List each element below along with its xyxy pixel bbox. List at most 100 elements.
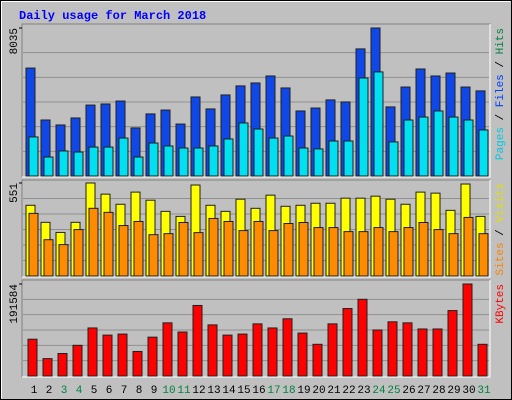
bar — [28, 136, 39, 177]
bar — [88, 146, 99, 177]
legend: Pages / Files / Hits — [495, 28, 507, 160]
bar — [118, 225, 129, 277]
bar — [58, 150, 69, 177]
bar — [342, 308, 353, 377]
x-tick-label: 22 — [342, 385, 355, 397]
bar — [267, 327, 278, 377]
bar — [133, 156, 144, 177]
x-tick-label: 21 — [327, 385, 341, 397]
bar — [313, 148, 324, 177]
bar — [463, 216, 474, 277]
x-tick-label: 19 — [297, 385, 310, 397]
bar — [223, 138, 234, 177]
bar — [327, 323, 338, 377]
x-tick-label: 31 — [477, 385, 491, 397]
x-tick-label: 17 — [267, 385, 280, 397]
bar — [343, 140, 354, 177]
bar — [73, 151, 84, 177]
x-tick-label: 28 — [432, 385, 445, 397]
bar — [222, 334, 233, 377]
x-tick-label: 12 — [192, 385, 205, 397]
bar — [223, 220, 234, 277]
bar — [313, 227, 324, 277]
x-tick-label: 3 — [61, 385, 68, 397]
bar — [117, 333, 128, 377]
x-tick-label: 13 — [207, 385, 220, 397]
bar — [448, 233, 459, 277]
bar — [433, 110, 444, 177]
bar — [87, 327, 98, 377]
x-tick-label: 8 — [136, 385, 143, 397]
bar — [103, 211, 114, 277]
legend-entry: KBytes — [495, 284, 507, 324]
bar — [328, 227, 339, 277]
bar — [103, 146, 114, 177]
bar — [132, 350, 143, 377]
bar — [148, 142, 159, 177]
x-tick-label: 7 — [121, 385, 128, 397]
x-tick-label: 27 — [417, 385, 430, 397]
bar — [298, 221, 309, 277]
bar — [373, 227, 384, 277]
bar — [178, 147, 189, 177]
legend-entry: / — [495, 54, 507, 74]
bar — [73, 229, 84, 277]
bar — [373, 71, 384, 177]
bar — [418, 221, 429, 277]
bar — [253, 220, 264, 277]
bar — [43, 239, 54, 277]
legend-entry: Hits — [495, 28, 507, 54]
bar — [417, 328, 428, 377]
legend: KBytes — [495, 284, 507, 324]
bar — [28, 212, 39, 277]
bar — [57, 353, 68, 377]
bar — [283, 135, 294, 177]
bar — [192, 304, 203, 377]
bar — [343, 231, 354, 277]
bar — [328, 140, 339, 177]
bar — [312, 343, 323, 377]
legend-entry: Sites — [495, 242, 507, 275]
bar — [388, 231, 399, 277]
bar — [268, 137, 279, 177]
bar — [177, 331, 188, 377]
bar — [297, 332, 308, 377]
legend: Sites / Visits — [495, 183, 507, 275]
legend-entry: / — [495, 107, 507, 127]
x-tick-label: 14 — [222, 385, 236, 397]
x-tick-label: 20 — [312, 385, 325, 397]
bar — [58, 244, 69, 277]
bar — [462, 283, 473, 377]
bar — [237, 333, 248, 377]
x-tick-label: 15 — [237, 385, 250, 397]
x-tick-label: 11 — [177, 385, 191, 397]
chart-title: Daily usage for March 2018 — [19, 9, 206, 23]
bar — [207, 324, 218, 377]
legend-entry: Visits — [495, 183, 507, 223]
bar — [148, 234, 159, 277]
y-tick-label: 551 — [9, 183, 21, 203]
bar — [252, 323, 263, 377]
bar — [357, 298, 368, 377]
bar — [193, 232, 204, 277]
bar — [43, 156, 54, 177]
legend-entry: Pages — [495, 127, 507, 160]
y-tick-label: 8035 — [9, 28, 21, 54]
x-tick-label: 9 — [151, 385, 158, 397]
x-tick-label: 2 — [46, 385, 53, 397]
panel-bevel — [22, 24, 491, 178]
bar — [403, 119, 414, 177]
x-tick-label: 25 — [387, 385, 400, 397]
bar — [372, 329, 383, 377]
bar — [147, 336, 158, 377]
bar — [433, 229, 444, 277]
panel-bevel — [22, 180, 491, 278]
x-tick-label: 24 — [372, 385, 386, 397]
bar — [403, 227, 414, 277]
bar — [178, 221, 189, 277]
x-tick-label: 26 — [402, 385, 415, 397]
bar — [238, 122, 249, 177]
bar — [253, 128, 264, 177]
x-tick-label: 5 — [91, 385, 98, 397]
